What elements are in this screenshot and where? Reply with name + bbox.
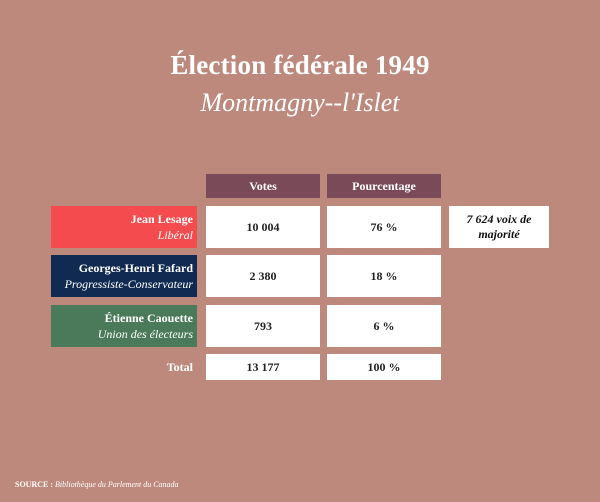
percentage-cell: 76 % bbox=[327, 206, 441, 248]
candidate-party: Progressiste-Conservateur bbox=[64, 277, 193, 291]
candidate-name: Étienne Caouette bbox=[104, 311, 193, 325]
source-label: SOURCE : bbox=[15, 480, 54, 489]
votes-column-header: Votes bbox=[206, 174, 320, 198]
total-votes-cell: 13 177 bbox=[206, 354, 320, 380]
percentage-cell: 6 % bbox=[327, 305, 441, 347]
total-percentage-cell: 100 % bbox=[327, 354, 441, 380]
candidate-party: Libéral bbox=[157, 228, 193, 242]
candidate-name: Jean Lesage bbox=[130, 212, 193, 226]
majority-note: 7 624 voix de majorité bbox=[449, 206, 549, 248]
candidate-row-union-des-electeurs: Étienne Caouette Union des électeurs bbox=[51, 305, 197, 347]
page-title: Élection fédérale 1949 bbox=[170, 50, 430, 80]
votes-cell: 793 bbox=[206, 305, 320, 347]
percentage-column-header: Pourcentage bbox=[327, 174, 441, 198]
percentage-cell: 18 % bbox=[327, 255, 441, 297]
candidate-party: Union des électeurs bbox=[97, 327, 193, 341]
source-text: Bibliothèque du Parlement du Canada bbox=[55, 480, 179, 489]
candidate-name: Georges-Henri Fafard bbox=[78, 261, 193, 275]
votes-cell: 10 004 bbox=[206, 206, 320, 248]
candidate-row-progressive-conservative: Georges-Henri Fafard Progressiste-Conser… bbox=[51, 255, 197, 297]
votes-cell: 2 380 bbox=[206, 255, 320, 297]
source-note: SOURCE : Bibliothèque du Parlement du Ca… bbox=[15, 480, 179, 489]
total-label: Total bbox=[166, 359, 193, 374]
candidate-row-liberal: Jean Lesage Libéral bbox=[51, 206, 197, 248]
riding-subtitle: Montmagny--l'Islet bbox=[200, 88, 400, 117]
